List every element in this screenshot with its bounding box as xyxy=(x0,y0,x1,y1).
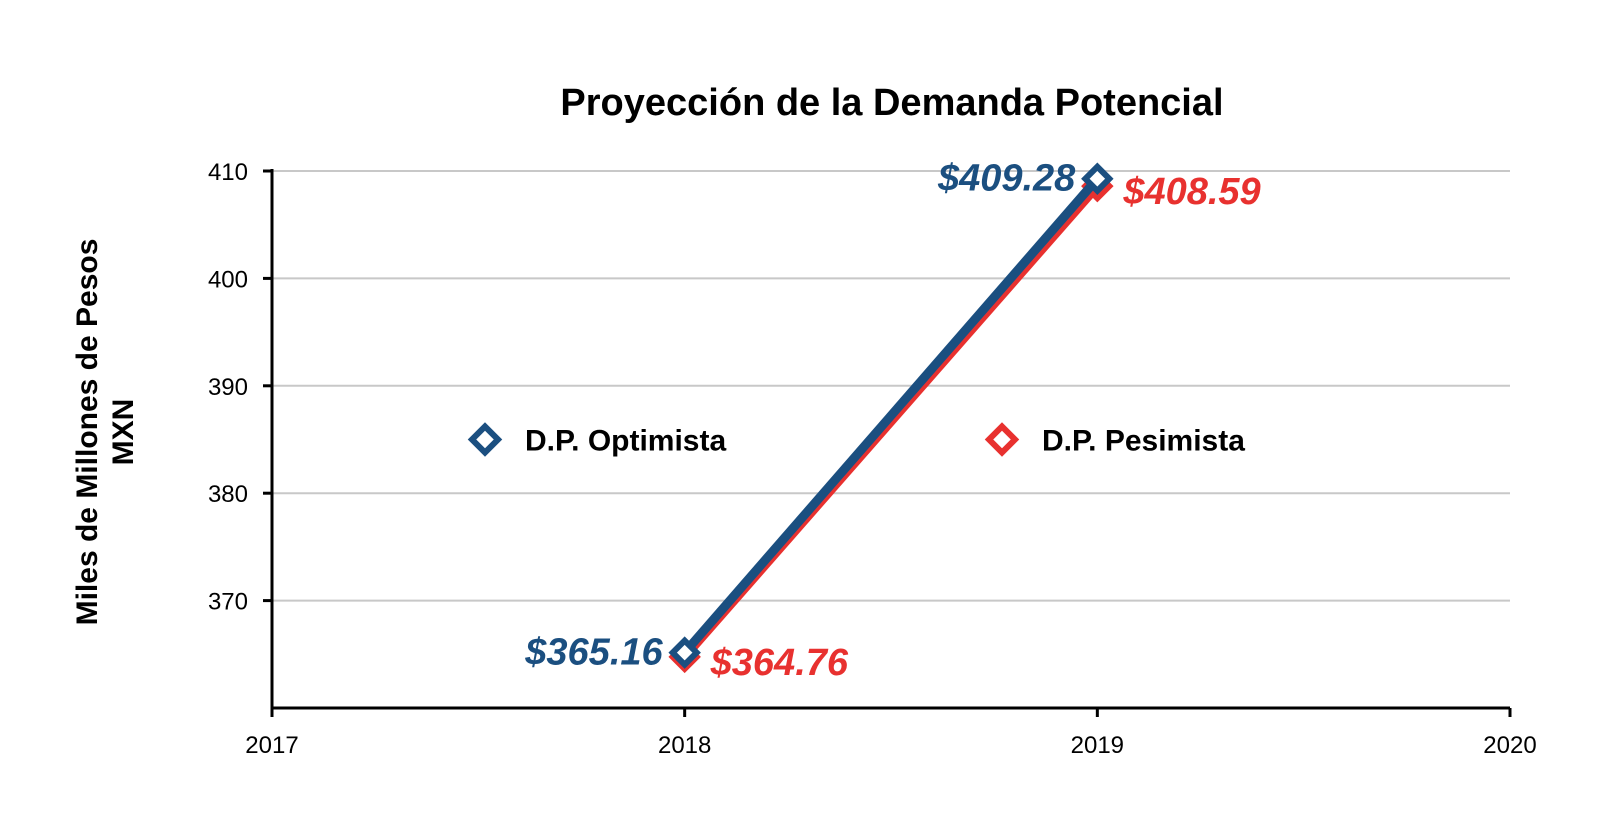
y-tick-label: 370 xyxy=(208,589,248,616)
legend-marker-optimista xyxy=(467,422,503,457)
y-axis-label: Miles de Millones de Pesos xyxy=(71,239,104,626)
y-tick-label: 400 xyxy=(208,266,248,293)
series xyxy=(668,162,1114,674)
legend-label-pesimista: D.P. Pesimista xyxy=(1042,425,1245,458)
chart-title: Proyección de la Demanda Potencial xyxy=(560,82,1223,124)
data-point-optimista-2019 xyxy=(1081,162,1114,195)
data-label-optimista-2018: $365.16 xyxy=(524,632,663,674)
x-tick-label: 2019 xyxy=(1071,732,1124,759)
axes xyxy=(263,169,1512,717)
data-label-pesimista-2019: $408.59 xyxy=(1122,171,1260,213)
y-axis-label-group: Miles de Millones de Pesos MXN xyxy=(71,239,140,626)
y-tick-label: 380 xyxy=(208,481,248,508)
tick-labels: 370 380 390 400 410 2017 2018 2019 2020 xyxy=(208,159,1537,759)
gridlines xyxy=(272,170,1510,602)
x-tick-label: 2020 xyxy=(1483,732,1536,759)
data-labels: $365.16 $409.28 $364.76 $408.59 xyxy=(524,158,1260,684)
legend-marker-pesimista xyxy=(984,422,1020,457)
y-tick-label: 390 xyxy=(208,374,248,401)
data-label-optimista-2019: $409.28 xyxy=(937,158,1076,200)
series-line-optimista xyxy=(681,175,1101,656)
y-tick-label: 410 xyxy=(208,159,248,186)
legend-label-optimista: D.P. Optimista xyxy=(525,425,726,458)
data-point-optimista-2018 xyxy=(668,636,701,669)
legend: D.P. Optimista D.P. Pesimista xyxy=(467,422,1245,458)
y-axis-label-unit: MXN xyxy=(107,399,140,466)
x-tick-label: 2018 xyxy=(658,732,711,759)
x-tick-label: 2017 xyxy=(245,732,298,759)
data-label-pesimista-2018: $364.76 xyxy=(710,642,849,684)
